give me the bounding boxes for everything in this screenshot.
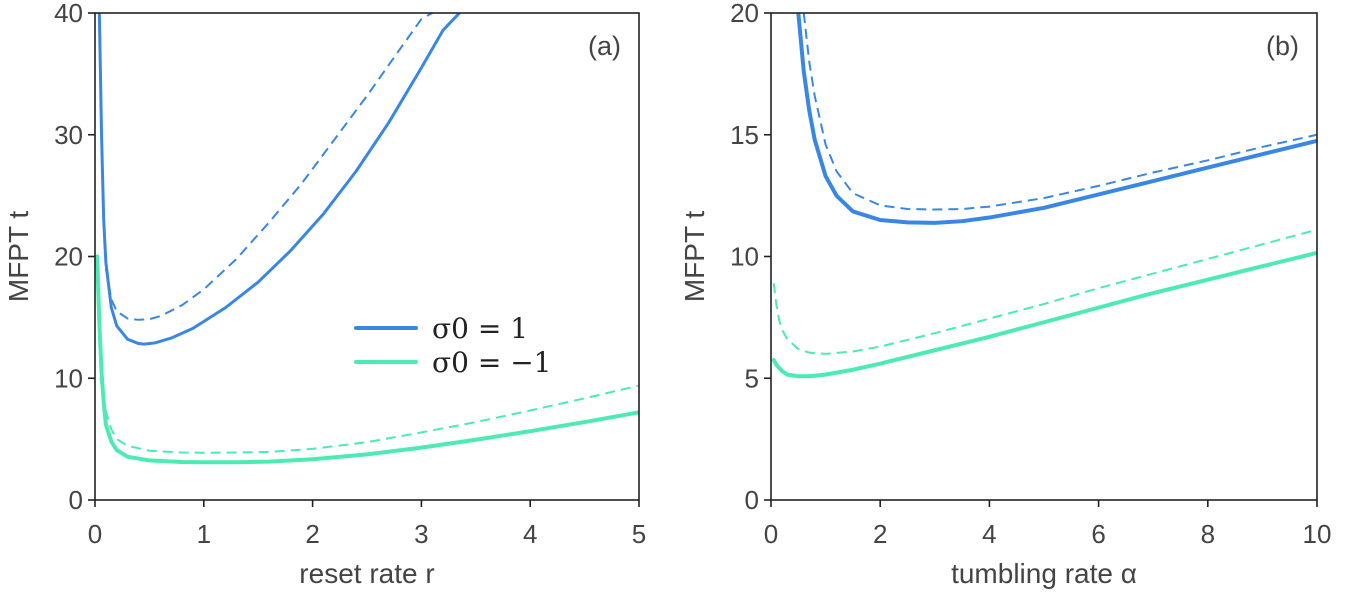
- y-tick-label: 30: [54, 120, 83, 150]
- series-line-sigma0-1-solid: [796, 13, 1317, 225]
- y-axis-label: MFPT t: [3, 211, 34, 302]
- x-tick-label: 0: [764, 519, 778, 549]
- panel-label: (a): [588, 31, 621, 61]
- y-tick-label: 40: [54, 0, 83, 28]
- panel-a: 0 1 2 3 4 5 0 10 20 30 40 reset rate r MFPT t (a) σ0 =…: [3, 0, 646, 589]
- x-axis-label: tumbling rate α: [951, 558, 1137, 589]
- y-tick-label: 10: [54, 363, 83, 393]
- series-line-sigma0-minus1-dashed: [772, 228, 1317, 355]
- series-line-sigma0-minus1-dashed: [99, 378, 639, 454]
- x-tick-label: 8: [1201, 519, 1215, 549]
- y-tick-label: 0: [745, 485, 759, 515]
- series-line-sigma0-1-dashed: [104, 13, 433, 321]
- y-axis-label: MFPT t: [679, 211, 710, 302]
- panel-label: (b): [1266, 31, 1299, 61]
- panel-b: 0 2 4 6 8 10 0 5 10 15 20 tumbling rate α MFPT t (b): [679, 0, 1331, 589]
- x-tick-label: 0: [88, 519, 102, 549]
- x-tick-label: 2: [873, 519, 887, 549]
- series-group: [95, 13, 639, 465]
- series-line-sigma0-1-dashed: [802, 13, 1317, 211]
- x-tick-label: 4: [982, 519, 996, 549]
- x-tick-label: 3: [414, 519, 428, 549]
- x-tick-label: 2: [305, 519, 319, 549]
- series-line-sigma0-minus1-solid: [95, 254, 639, 465]
- x-tick-label: 1: [197, 519, 211, 549]
- x-tick-label: 10: [1303, 519, 1332, 549]
- series-line-sigma0-1-solid: [97, 13, 461, 346]
- x-tick-label: 4: [523, 519, 537, 549]
- legend: σ0 = 1σ0 = −1: [354, 312, 551, 379]
- x-axis-label: reset rate r: [299, 558, 434, 589]
- y-tick-label: 0: [69, 485, 83, 515]
- y-tick-label: 15: [730, 120, 759, 150]
- legend-label: σ0 = 1: [432, 312, 528, 345]
- plot-frame: [770, 12, 1318, 501]
- y-tick-label: 10: [730, 242, 759, 272]
- x-tick-label: 6: [1091, 519, 1105, 549]
- y-tick-label: 20: [730, 0, 759, 28]
- x-tick-label: 5: [632, 519, 646, 549]
- y-tick-label: 5: [745, 363, 759, 393]
- series-group: [771, 13, 1317, 379]
- y-tick-label: 20: [54, 242, 83, 272]
- legend-label: σ0 = −1: [432, 346, 551, 379]
- series-line-sigma0-minus1-solid: [771, 250, 1317, 379]
